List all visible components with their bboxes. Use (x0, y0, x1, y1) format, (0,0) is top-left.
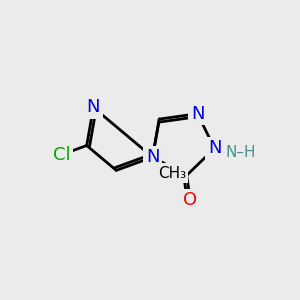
Text: O: O (183, 191, 197, 209)
Text: N: N (191, 105, 204, 123)
Text: N: N (208, 140, 221, 158)
Text: CH₃: CH₃ (158, 166, 186, 181)
Text: N: N (87, 98, 100, 116)
Text: N: N (146, 148, 159, 166)
Text: N–H: N–H (226, 145, 256, 160)
Text: Cl: Cl (53, 146, 70, 164)
